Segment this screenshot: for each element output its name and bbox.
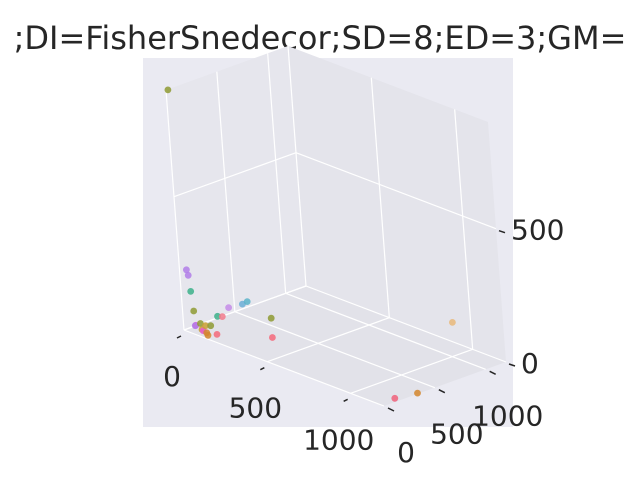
x-tick-mark xyxy=(176,335,182,339)
x-tick-mark xyxy=(343,398,349,403)
y-tick-mark xyxy=(387,407,395,412)
x-tick-label: 500 xyxy=(229,392,282,425)
gridline-x-back xyxy=(370,77,390,318)
gridline-y-left xyxy=(165,89,185,331)
x-tick-label: 0 xyxy=(163,360,181,393)
gridline-y-floor xyxy=(285,292,486,370)
gridline-z-back xyxy=(295,152,497,230)
x-tick-mark xyxy=(259,366,265,371)
data-points xyxy=(164,86,456,402)
data-point-17 xyxy=(218,313,226,320)
data-point-23 xyxy=(391,394,399,402)
z-tick-label: 500 xyxy=(511,214,564,247)
data-point-21 xyxy=(269,334,276,341)
data-point-13 xyxy=(204,331,212,339)
data-point-22 xyxy=(267,314,275,322)
gridline-y-floor xyxy=(183,329,385,407)
data-point-4 xyxy=(187,288,195,295)
data-point-3 xyxy=(184,271,192,279)
data-point-0 xyxy=(164,86,172,94)
x-tick-label: 1000 xyxy=(303,423,374,456)
gridline-z-back xyxy=(305,285,507,363)
back-pane xyxy=(288,46,506,362)
z-tick-label: 0 xyxy=(521,347,539,380)
data-point-18 xyxy=(225,304,233,311)
gridline-y-floor xyxy=(234,311,436,389)
y-tick-mark xyxy=(489,370,497,376)
z-tick-mark xyxy=(508,363,516,367)
data-point-16 xyxy=(214,312,221,320)
gridline-z-left xyxy=(173,152,297,198)
chart-title: ;DI=FisherSnedecor;SD=8;ED=3;GM= xyxy=(14,19,627,57)
y-tick-mark xyxy=(438,388,446,394)
y-tick-label: 500 xyxy=(430,418,483,451)
data-point-20 xyxy=(243,298,251,305)
data-point-15 xyxy=(213,331,221,338)
gridline-x-back xyxy=(287,45,307,287)
data-point-24 xyxy=(414,389,421,397)
data-point-2 xyxy=(183,266,190,274)
data-point-7 xyxy=(191,322,199,330)
gridline-y-left xyxy=(267,53,287,294)
data-point-5 xyxy=(190,307,198,315)
y-tick-label: 0 xyxy=(397,436,415,469)
gridlines xyxy=(165,45,507,407)
left-pane xyxy=(166,46,306,330)
data-point-11 xyxy=(202,322,209,330)
y-tick-label: 1000 xyxy=(472,399,543,432)
data-point-14 xyxy=(207,322,215,330)
data-point-1 xyxy=(449,319,456,326)
floor-pane xyxy=(184,286,506,406)
z-tick-mark xyxy=(498,229,506,234)
gridline-x-back xyxy=(454,109,474,350)
axis-panes xyxy=(166,46,506,406)
gridline-y-left xyxy=(216,71,236,312)
